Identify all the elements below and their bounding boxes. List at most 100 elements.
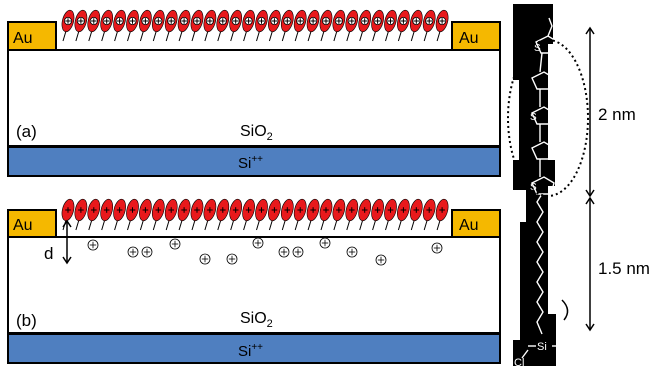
charge	[226, 253, 238, 265]
gold-label-right-a: Au	[459, 30, 479, 47]
molecule	[319, 9, 333, 42]
molecule	[409, 198, 423, 231]
molecule-row-b	[61, 198, 449, 231]
panel-b: Au Au d (b) SiO2 Si++	[7, 198, 501, 364]
molecule	[74, 9, 88, 42]
sulfur-label: S	[530, 182, 537, 193]
molecule	[268, 9, 281, 42]
molecule	[113, 198, 126, 231]
gold-label-left-b: Au	[13, 217, 33, 234]
sulfur-label: S	[534, 43, 541, 54]
molecule	[113, 9, 126, 42]
molecule	[422, 198, 436, 231]
charge	[292, 246, 304, 258]
molecule	[371, 198, 384, 231]
distance-arrow	[62, 219, 72, 265]
molecule	[203, 9, 217, 42]
head-group-outline	[507, 39, 589, 197]
molecule	[435, 9, 449, 42]
oxide-label-b: SiO2	[240, 310, 273, 330]
molecule	[332, 198, 346, 231]
panel-label-b: (b)	[16, 311, 37, 330]
sulfur-label: S	[530, 112, 537, 123]
charge	[431, 242, 443, 254]
molecule	[151, 198, 165, 231]
molecule	[409, 9, 423, 42]
sulfur-label: S	[551, 64, 558, 75]
molecule	[358, 9, 372, 42]
molecule	[177, 9, 191, 42]
molecule	[293, 198, 307, 231]
molecule	[177, 198, 191, 231]
molecule	[306, 9, 320, 42]
panel-a: Au Au (a) SiO2 Si++	[7, 9, 501, 177]
molecule	[164, 9, 178, 42]
molecule	[255, 198, 268, 231]
molecule	[100, 9, 114, 42]
panel-label-a: (a)	[16, 122, 37, 141]
molecule	[293, 9, 307, 42]
molecule	[100, 198, 114, 231]
molecule	[61, 9, 75, 42]
molecule	[280, 198, 294, 231]
molecule-row-a	[61, 9, 449, 42]
head-length-label: 2 nm	[598, 105, 636, 124]
substrate-layer-b	[7, 333, 501, 364]
molecule-structure: S S S S S Si Cl	[507, 4, 589, 367]
thiophene-rings	[521, 17, 560, 359]
sulfur-label: S	[551, 136, 558, 147]
silicon-label: Si	[537, 341, 547, 353]
molecule	[61, 198, 75, 231]
oxide-layer-a	[7, 49, 501, 147]
molecule	[397, 9, 410, 42]
gold-label-right-b: Au	[459, 217, 479, 234]
molecule	[345, 198, 359, 231]
oxide-layer-b	[7, 236, 501, 334]
gold-electrode-left-a	[7, 21, 57, 51]
molecule	[229, 9, 243, 42]
molecule	[126, 9, 139, 42]
tail-length-label: 1.5 nm	[598, 259, 650, 278]
trapped-charges	[87, 237, 443, 266]
gold-electrode-right-a	[451, 21, 501, 51]
molecule	[397, 198, 410, 231]
charge	[252, 237, 264, 249]
molecule	[280, 9, 294, 42]
molecule	[74, 198, 88, 231]
charge	[319, 237, 331, 249]
gold-label-left-a: Au	[13, 30, 33, 47]
oxide-label-a: SiO2	[240, 123, 273, 143]
molecule	[190, 9, 204, 42]
molecule	[422, 9, 436, 42]
distance-label: d	[44, 244, 53, 263]
molecule	[435, 198, 449, 231]
molecule-backdrop	[513, 4, 556, 366]
molecule	[358, 198, 372, 231]
molecule	[384, 9, 397, 42]
substrate-layer-a	[7, 146, 501, 177]
molecule	[384, 198, 397, 231]
molecule	[139, 198, 152, 231]
substrate-label-b: Si++	[238, 342, 263, 360]
molecule	[319, 198, 333, 231]
tail-outline-arc	[561, 299, 569, 321]
molecule	[87, 9, 101, 42]
chlorine-label: Cl	[514, 357, 524, 367]
gold-electrode-left-b	[7, 209, 57, 238]
molecule	[268, 198, 281, 231]
molecule	[332, 9, 346, 42]
molecule	[151, 9, 165, 42]
charge	[127, 246, 139, 258]
charge	[199, 253, 211, 265]
charge	[278, 246, 290, 258]
charge	[346, 246, 358, 258]
molecule	[242, 9, 255, 42]
molecule	[345, 9, 359, 42]
gold-electrode-right-b	[451, 209, 501, 238]
molecule	[306, 198, 320, 231]
substrate-label-a: Si++	[238, 154, 263, 172]
charge	[375, 254, 387, 266]
molecule	[216, 9, 230, 42]
molecule	[255, 9, 268, 42]
